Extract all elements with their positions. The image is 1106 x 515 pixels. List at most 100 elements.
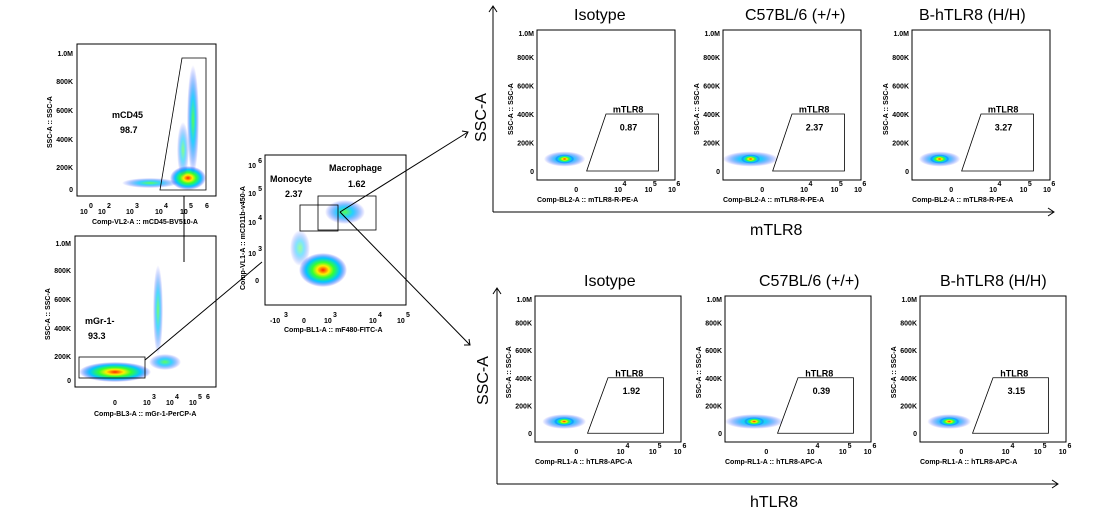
- plot-frame: [911, 29, 1051, 181]
- y-axis-label: SSC-A :: SSC-A: [694, 83, 701, 135]
- x-tick-label: 4: [809, 181, 813, 188]
- y-ticks: 0 200K 400K 600K 800K 1.0M: [56, 51, 73, 194]
- svg-text:10: 10: [397, 318, 405, 325]
- x-tick-label: 10: [807, 449, 815, 456]
- scatter-cloud: [290, 200, 365, 287]
- svg-text:10: 10: [143, 400, 151, 407]
- y-tick-label: 600K: [900, 348, 917, 355]
- y-axis-label: SSC-A :: SSC-A: [506, 346, 513, 398]
- svg-text:800K: 800K: [54, 268, 71, 275]
- plot-frame: [534, 295, 682, 443]
- y-tick-label: 1.0M: [704, 31, 720, 38]
- y-tick-label: 0: [528, 431, 532, 438]
- gate-tlr8: [586, 377, 664, 434]
- x-tick-label: 10: [614, 187, 622, 194]
- x-tick-label: 10: [668, 187, 676, 194]
- y-tick-label: 600K: [515, 348, 532, 355]
- x-axis-label: Comp-BL3-A :: mGr-1-PerCP-A: [94, 411, 196, 418]
- svg-text:10: 10: [98, 209, 106, 216]
- x-tick-label: 0: [764, 449, 768, 456]
- y-tick-label: 200K: [517, 141, 534, 148]
- y-tick-label: 800K: [517, 55, 534, 62]
- gate2-name: Macrophage: [329, 163, 382, 173]
- plot-frame: [919, 295, 1067, 443]
- bottom-panel: SSC-A hTLR8 Isotype C57BL/6 (+/+) B-hTLR…: [475, 273, 1059, 511]
- gate-value: 0.87: [620, 123, 638, 133]
- x-axis-label: Comp-RL1-A :: hTLR8-APC-A: [920, 459, 1017, 466]
- y-tick-label: 800K: [900, 320, 917, 327]
- svg-text:10: 10: [248, 251, 256, 258]
- panel-y-label: SSC-A: [473, 93, 490, 142]
- scatter-core: [553, 417, 575, 426]
- svg-text:200K: 200K: [54, 354, 71, 361]
- x-ticks: -10 3 0 10 3 10 4 10 5: [270, 312, 410, 325]
- scatter-cloud: [122, 65, 206, 190]
- svg-text:3: 3: [333, 312, 337, 319]
- gate-name: hTLR8: [1000, 368, 1028, 378]
- svg-text:10: 10: [166, 400, 174, 407]
- y-tick-label: 200K: [703, 141, 720, 148]
- gate-value: 1.92: [623, 386, 641, 396]
- y-tick-label: 0: [716, 169, 720, 176]
- y-tick-label: 1.0M: [706, 297, 722, 304]
- x-tick-label: 6: [862, 181, 866, 188]
- svg-text:10: 10: [369, 318, 377, 325]
- top-panel: SSC-A mTLR8 Isotype C57BL/6 (+/+) B-hTLR…: [473, 5, 1055, 239]
- x-axis-label: Comp-BL2-A :: mTLR8-R-PE-A: [912, 197, 1013, 204]
- y-tick-label: 0: [718, 431, 722, 438]
- x-tick-label: 5: [1043, 443, 1047, 450]
- x-tick-label: 10: [617, 449, 625, 456]
- y-axis-label: SSC-A :: SSC-A: [45, 288, 52, 340]
- x-tick-label: 6: [682, 443, 686, 450]
- y-tick-label: 400K: [517, 112, 534, 119]
- x-tick-label: 10: [1059, 449, 1067, 456]
- plot-frame: [264, 154, 407, 306]
- gate-name: hTLR8: [615, 368, 643, 378]
- gate-tlr8: [961, 113, 1034, 172]
- svg-text:3: 3: [258, 246, 262, 253]
- panel-x-label: mTLR8: [750, 222, 803, 239]
- y-tick-label: 600K: [517, 84, 534, 91]
- svg-text:10: 10: [248, 220, 256, 227]
- gate-name: mGr-1-: [85, 316, 115, 326]
- plot-frame: [724, 295, 872, 443]
- x-tick-label: 10: [674, 449, 682, 456]
- x-tick-label: 4: [626, 443, 630, 450]
- y-axis-label: SSC-A :: SSC-A: [47, 96, 54, 148]
- x-tick-label: 4: [998, 181, 1002, 188]
- y-tick-label: 0: [913, 431, 917, 438]
- gate-name: mCD45: [112, 110, 143, 120]
- column-header-humanized: B-hTLR8 (H/H): [940, 273, 1047, 290]
- y-tick-label: 800K: [515, 320, 532, 327]
- x-axis-label: Comp-RL1-A :: hTLR8-APC-A: [535, 459, 632, 466]
- svg-text:400K: 400K: [54, 326, 71, 333]
- y-tick-label: 0: [530, 169, 534, 176]
- svg-text:10: 10: [248, 191, 256, 198]
- y-tick-label: 200K: [892, 141, 909, 148]
- y-tick-label: 1.0M: [518, 31, 534, 38]
- svg-text:0: 0: [69, 187, 73, 194]
- gate-tlr8: [586, 113, 659, 172]
- gate2-value: 1.62: [348, 179, 366, 189]
- gate-value: 2.37: [806, 123, 824, 133]
- x-tick-label: 0: [574, 449, 578, 456]
- gate-name: mTLR8: [988, 105, 1019, 115]
- svg-text:3: 3: [152, 394, 156, 401]
- column-header-isotype: Isotype: [584, 273, 636, 290]
- y-tick-label: 1.0M: [893, 31, 909, 38]
- y-axis-label: SSC-A :: SSC-A: [696, 346, 703, 398]
- y-tick-label: 200K: [515, 404, 532, 411]
- svg-text:1.0M: 1.0M: [57, 51, 73, 58]
- column-header-humanized: B-hTLR8 (H/H): [919, 7, 1026, 24]
- scatter-core: [938, 417, 960, 426]
- x-tick-label: 6: [1051, 181, 1055, 188]
- gate-arrow: [144, 261, 263, 361]
- x-axis-label: Comp-BL1-A :: mF480-FITC-A: [284, 327, 383, 334]
- svg-text:4: 4: [378, 312, 382, 319]
- y-tick-label: 800K: [705, 320, 722, 327]
- gate-value: 93.3: [88, 331, 106, 341]
- svg-text:10: 10: [248, 163, 256, 170]
